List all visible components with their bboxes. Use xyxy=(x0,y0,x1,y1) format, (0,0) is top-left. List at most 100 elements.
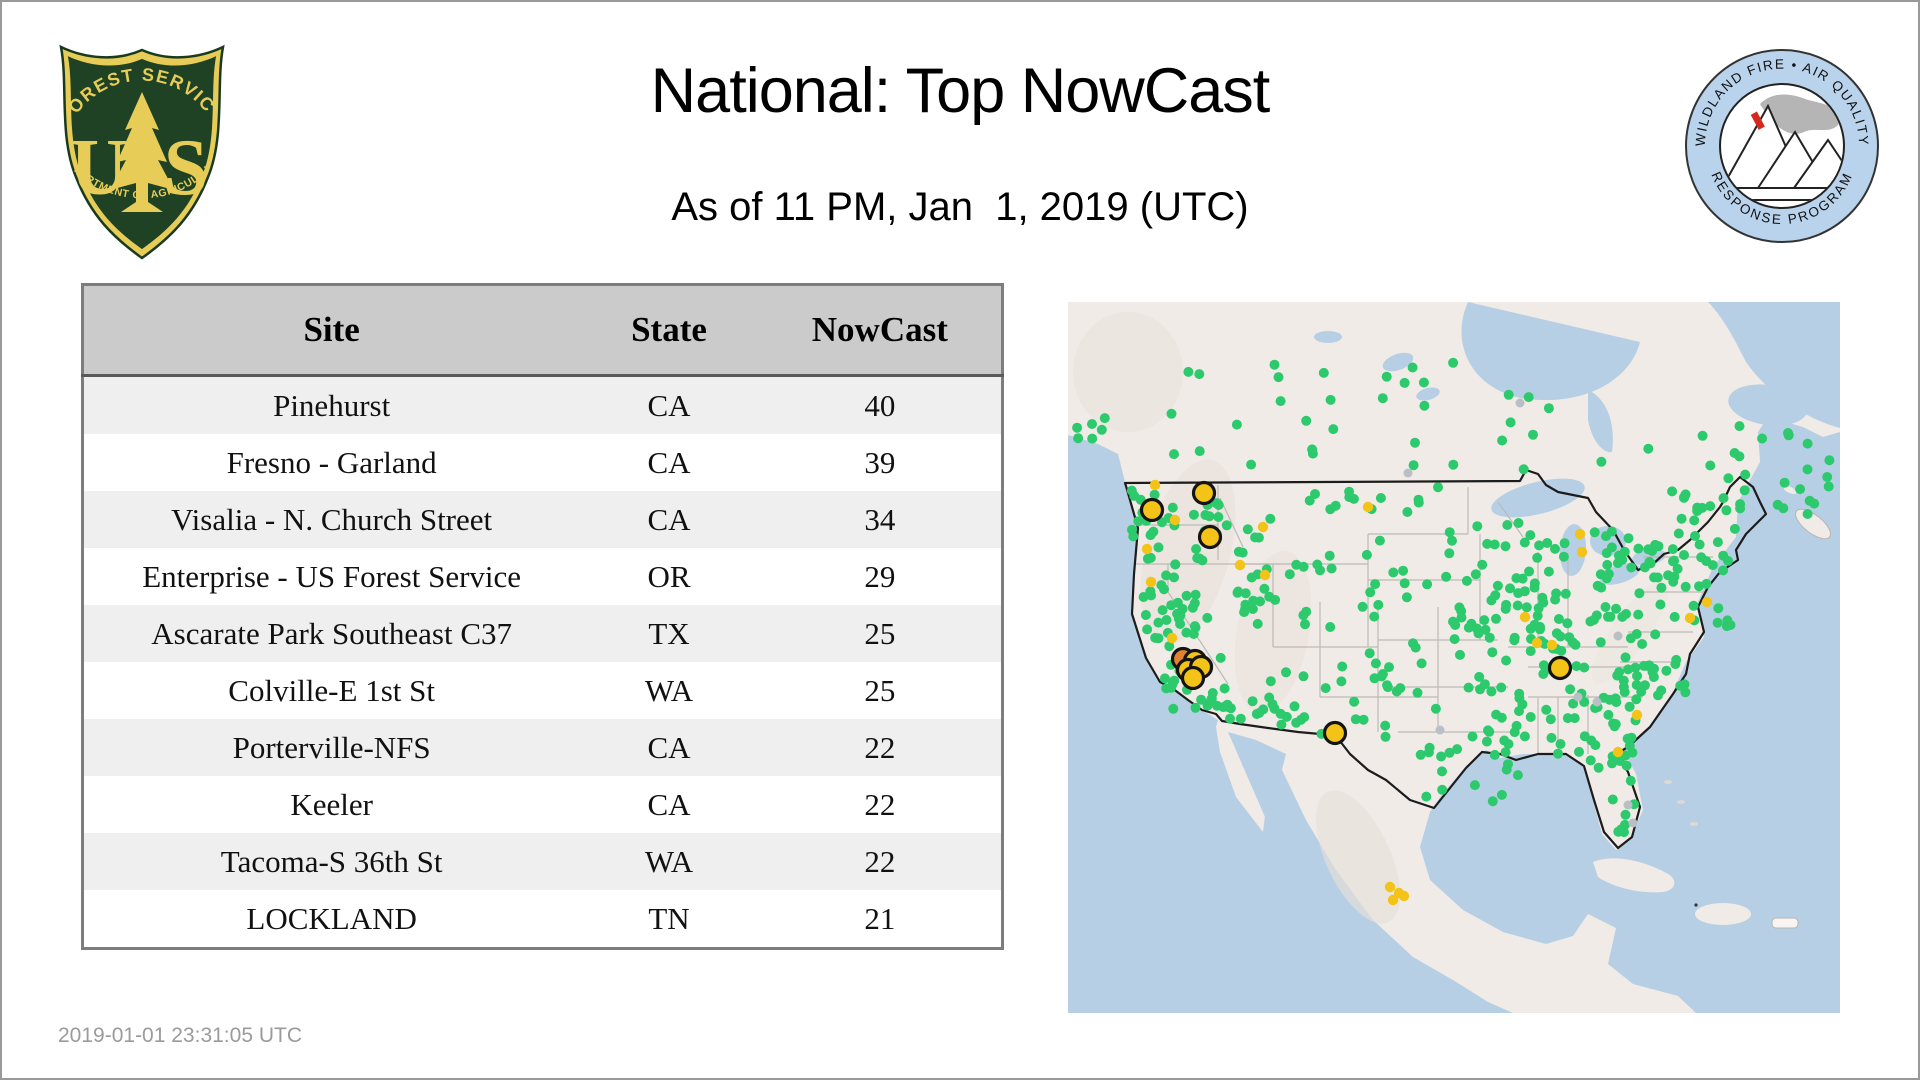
monitor-dot[interactable] xyxy=(1634,588,1645,599)
monitor-dot[interactable] xyxy=(1614,756,1625,766)
monitor-dot[interactable] xyxy=(1624,701,1635,712)
monitor-dot[interactable] xyxy=(1444,527,1455,538)
monitor-dot[interactable] xyxy=(1633,609,1644,620)
monitor-dot[interactable] xyxy=(1492,580,1503,591)
monitor-dot[interactable] xyxy=(1496,712,1507,723)
monitor-dot[interactable] xyxy=(1380,731,1391,742)
monitor-dot[interactable] xyxy=(1680,581,1691,592)
monitor-dot[interactable] xyxy=(1382,680,1392,691)
monitor-dot[interactable] xyxy=(1573,692,1583,702)
monitor-dot[interactable] xyxy=(1213,512,1224,522)
monitor-dot[interactable] xyxy=(1289,701,1300,712)
monitor-dot[interactable] xyxy=(1619,687,1630,697)
monitor-dot[interactable] xyxy=(1166,408,1177,419)
monitor-dot[interactable] xyxy=(1487,796,1498,807)
monitor-dot[interactable] xyxy=(1424,742,1435,753)
monitor-dot[interactable] xyxy=(1318,367,1329,378)
monitor-dot[interactable] xyxy=(1517,699,1528,710)
monitor-dot[interactable] xyxy=(1503,739,1514,749)
monitor-dot[interactable] xyxy=(1169,572,1179,583)
monitor-dot[interactable] xyxy=(1410,437,1420,448)
monitor-dot[interactable] xyxy=(1399,377,1410,388)
monitor-dot[interactable] xyxy=(1648,672,1659,682)
monitor-dot[interactable] xyxy=(1496,682,1507,693)
monitor-dot[interactable] xyxy=(1627,747,1638,758)
monitor-dot[interactable] xyxy=(1672,563,1683,574)
monitor-dot[interactable] xyxy=(1701,596,1713,608)
monitor-dot[interactable] xyxy=(1370,579,1381,590)
monitor-dot[interactable] xyxy=(1441,571,1452,582)
monitor-dot[interactable] xyxy=(1444,747,1455,758)
monitor-dot[interactable] xyxy=(1142,553,1153,564)
monitor-dot[interactable] xyxy=(1259,569,1271,581)
monitor-dot[interactable] xyxy=(1164,641,1175,652)
monitor-dot[interactable] xyxy=(1365,587,1376,598)
monitor-dot[interactable] xyxy=(1568,698,1579,709)
monitor-dot[interactable] xyxy=(1298,671,1309,682)
monitor-dot[interactable] xyxy=(1679,492,1690,502)
monitor-dot[interactable] xyxy=(1757,433,1768,444)
monitor-dot[interactable] xyxy=(1412,687,1423,698)
monitor-dot[interactable] xyxy=(1538,597,1549,608)
monitor-dot[interactable] xyxy=(1188,509,1199,520)
monitor-dot[interactable] xyxy=(1479,615,1490,626)
monitor-dot[interactable] xyxy=(1558,551,1569,562)
monitor-dot[interactable] xyxy=(1481,736,1492,747)
monitor-dot[interactable] xyxy=(1529,582,1540,593)
monitor-dot[interactable] xyxy=(1175,619,1186,629)
monitor-dot[interactable] xyxy=(1096,424,1107,435)
monitor-dot[interactable] xyxy=(1437,784,1448,795)
monitor-dot[interactable] xyxy=(1605,611,1616,622)
monitor-dot[interactable] xyxy=(1511,573,1522,584)
monitor-dot[interactable] xyxy=(1676,513,1687,524)
monitor-dot[interactable] xyxy=(1146,590,1157,601)
monitor-dot[interactable] xyxy=(1661,665,1672,676)
monitor-dot[interactable] xyxy=(1613,826,1624,837)
monitor-dot[interactable] xyxy=(1447,535,1457,546)
monitor-dot[interactable] xyxy=(1181,627,1192,638)
monitor-dot[interactable] xyxy=(1202,612,1213,623)
monitor-dot[interactable] xyxy=(1772,499,1783,510)
monitor-dot[interactable] xyxy=(1725,620,1736,630)
monitor-dot[interactable] xyxy=(1512,600,1523,611)
monitor-dot[interactable] xyxy=(1472,521,1483,532)
monitor-dot[interactable] xyxy=(1559,538,1570,549)
monitor-dot[interactable] xyxy=(1087,419,1097,429)
monitor-dot[interactable] xyxy=(1153,617,1164,628)
monitor-dot[interactable] xyxy=(1667,486,1678,497)
monitor-dot[interactable] xyxy=(1620,809,1631,820)
monitor-dot[interactable] xyxy=(1373,599,1384,610)
monitor-dot[interactable] xyxy=(1315,565,1325,576)
monitor-dot[interactable] xyxy=(1246,572,1257,583)
monitor-map[interactable] xyxy=(1068,302,1840,1013)
monitor-dot[interactable] xyxy=(1435,725,1445,735)
monitor-dot[interactable] xyxy=(1358,714,1369,725)
monitor-dot[interactable] xyxy=(1534,540,1545,551)
monitor-dot[interactable] xyxy=(1422,579,1433,590)
monitor-dot[interactable] xyxy=(1619,819,1630,830)
monitor-dot[interactable] xyxy=(1673,528,1684,539)
monitor-dot[interactable] xyxy=(1381,371,1392,382)
monitor-dot[interactable] xyxy=(1141,543,1153,555)
monitor-dot[interactable] xyxy=(1145,576,1157,588)
monitor-dot[interactable] xyxy=(1401,592,1412,603)
monitor-dot[interactable] xyxy=(1298,561,1309,572)
monitor-dot[interactable] xyxy=(1551,588,1562,599)
top-site-marker[interactable] xyxy=(1547,655,1573,681)
monitor-dot[interactable] xyxy=(1598,692,1609,703)
monitor-dot[interactable] xyxy=(1644,557,1655,567)
monitor-dot[interactable] xyxy=(1567,637,1578,648)
monitor-dot[interactable] xyxy=(1501,655,1512,666)
monitor-dot[interactable] xyxy=(1690,531,1700,541)
monitor-dot[interactable] xyxy=(1822,472,1833,482)
monitor-dot[interactable] xyxy=(1489,749,1500,760)
monitor-dot[interactable] xyxy=(1304,495,1315,506)
monitor-dot[interactable] xyxy=(1628,818,1638,828)
monitor-dot[interactable] xyxy=(1142,624,1153,635)
monitor-dot[interactable] xyxy=(1361,549,1372,560)
monitor-dot[interactable] xyxy=(1689,515,1700,526)
monitor-dot[interactable] xyxy=(1532,552,1543,563)
monitor-dot[interactable] xyxy=(1436,751,1447,762)
monitor-dot[interactable] xyxy=(1591,610,1602,621)
monitor-dot[interactable] xyxy=(1802,464,1813,475)
